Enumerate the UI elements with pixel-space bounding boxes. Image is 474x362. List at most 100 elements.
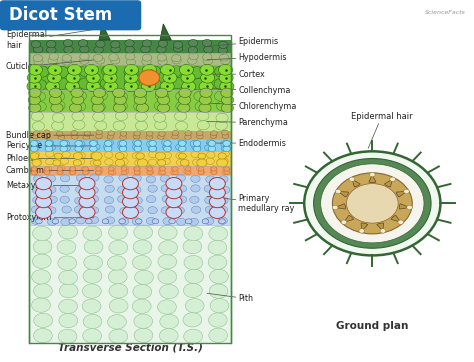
Circle shape [58,135,64,140]
Circle shape [159,131,165,136]
Circle shape [219,72,233,83]
Circle shape [172,57,181,64]
Circle shape [190,140,199,147]
Circle shape [109,167,114,171]
Circle shape [104,140,112,146]
Circle shape [146,176,155,183]
Circle shape [79,195,95,208]
Circle shape [209,313,227,327]
Circle shape [60,196,69,203]
Circle shape [202,219,209,224]
Circle shape [124,72,138,83]
Circle shape [134,170,141,175]
Circle shape [198,167,204,171]
Circle shape [58,165,65,170]
Circle shape [80,57,89,64]
FancyBboxPatch shape [0,0,141,30]
Circle shape [221,103,234,113]
Circle shape [71,130,78,135]
Circle shape [73,101,86,111]
Circle shape [155,88,168,97]
Circle shape [209,284,228,298]
Circle shape [122,169,129,174]
Circle shape [49,88,62,97]
Circle shape [147,171,153,174]
Bar [29,35,231,344]
Circle shape [107,134,114,139]
Circle shape [77,152,85,159]
Circle shape [76,141,85,147]
Circle shape [58,329,77,344]
Wedge shape [361,223,368,231]
Circle shape [31,111,44,121]
Circle shape [73,152,82,159]
Circle shape [57,169,64,174]
Circle shape [90,140,97,146]
Circle shape [190,67,205,78]
Circle shape [224,171,229,174]
Circle shape [31,206,41,213]
Circle shape [86,72,100,83]
Circle shape [199,81,213,92]
Circle shape [60,146,67,152]
Bar [29,40,231,53]
Circle shape [91,95,103,105]
Circle shape [133,134,140,139]
Circle shape [210,206,225,218]
Circle shape [36,219,42,224]
Circle shape [220,57,230,64]
Circle shape [197,121,210,130]
Circle shape [169,219,175,224]
Circle shape [114,101,128,111]
Circle shape [32,122,45,131]
Circle shape [219,219,225,224]
Circle shape [370,173,375,177]
Circle shape [179,95,191,105]
Circle shape [207,152,215,158]
Circle shape [59,313,78,328]
Circle shape [86,81,100,92]
Circle shape [95,57,105,64]
Circle shape [124,67,139,78]
Circle shape [220,186,230,194]
Circle shape [218,47,228,54]
Circle shape [219,41,228,49]
Circle shape [200,88,212,97]
Circle shape [104,146,112,152]
Circle shape [132,174,141,182]
Circle shape [79,66,94,77]
Circle shape [210,169,217,174]
Circle shape [220,81,234,92]
Circle shape [146,131,153,136]
Circle shape [160,285,178,299]
Circle shape [119,140,127,146]
Circle shape [183,239,202,254]
Circle shape [192,159,201,165]
Circle shape [47,72,62,83]
Circle shape [83,169,90,174]
Circle shape [109,240,128,255]
Circle shape [69,170,75,175]
Circle shape [27,81,41,92]
Circle shape [89,195,99,202]
Circle shape [184,135,191,140]
Wedge shape [399,204,410,209]
Circle shape [73,91,86,101]
Circle shape [169,77,184,89]
Circle shape [210,177,225,190]
Circle shape [109,54,118,61]
Circle shape [134,95,146,105]
Circle shape [31,144,40,150]
Circle shape [173,171,178,174]
Circle shape [197,111,209,121]
Circle shape [134,166,140,171]
Circle shape [173,41,182,48]
Circle shape [72,95,84,105]
Circle shape [76,217,85,224]
Circle shape [205,206,215,213]
Circle shape [104,81,118,92]
Circle shape [160,171,165,174]
Circle shape [31,41,41,48]
Circle shape [157,46,166,53]
Bar [29,174,231,225]
